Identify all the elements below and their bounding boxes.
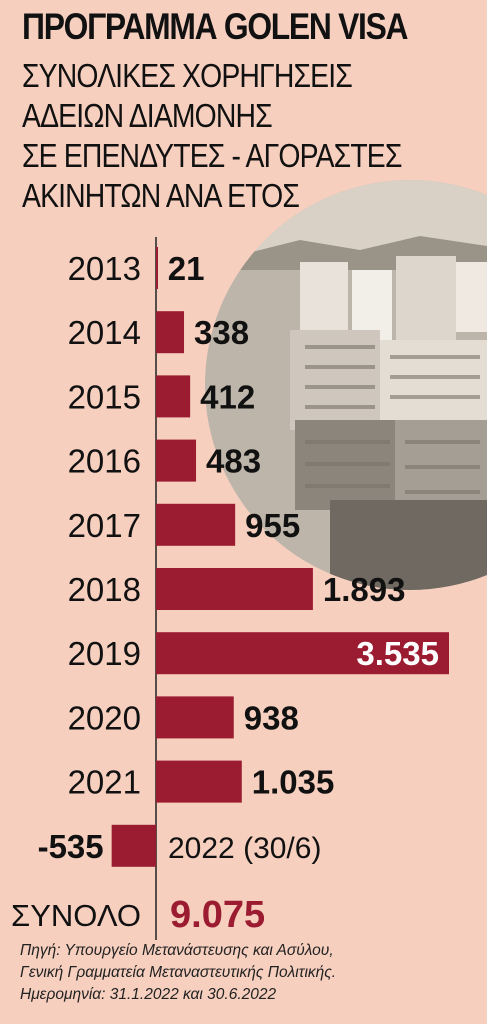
bar <box>156 375 191 418</box>
bar <box>156 632 449 675</box>
category-label: 2022 (30/6) <box>168 832 321 865</box>
bar <box>156 311 185 354</box>
value-label: 938 <box>244 699 299 736</box>
value-label: 21 <box>168 250 205 287</box>
value-label: -535 <box>38 828 104 865</box>
subtitle-line: ΣΥΝΟΛΙΚΕΣ ΧΟΡΗΓΗΣΕΙΣ <box>22 57 353 94</box>
value-label: 3.535 <box>356 635 439 672</box>
value-label: 412 <box>200 378 255 415</box>
category-label: 2014 <box>68 314 141 351</box>
bar <box>156 247 158 289</box>
value-label: 1.893 <box>323 571 406 608</box>
category-label: 2017 <box>68 507 141 544</box>
category-label: 2019 <box>68 635 141 672</box>
category-label: 2015 <box>68 378 141 415</box>
value-label: 955 <box>245 507 300 544</box>
bar <box>111 824 156 867</box>
value-label: 1.035 <box>252 764 335 801</box>
category-label: 2018 <box>68 571 141 608</box>
total-label: ΣΥΝΟΛΟ <box>11 898 141 933</box>
source-line: Πηγή: Υπουργείο Μετανάστευσης και Ασύλου… <box>20 942 334 959</box>
chart-title: ΠΡΟΓΡΑΜΜΑ GOLEN VISA <box>22 6 409 47</box>
source-line: Ημερομηνία: 31.1.2022 και 30.6.2022 <box>20 986 277 1003</box>
chart-subtitle: ΣΥΝΟΛΙΚΕΣ ΧΟΡΗΓΗΣΕΙΣ ΑΔΕΙΩΝ ΔΙΑΜΟΝΗΣ ΣΕ … <box>22 56 402 216</box>
total-value: 9.075 <box>170 894 265 936</box>
subtitle-line: ΑΔΕΙΩΝ ΔΙΑΜΟΝΗΣ <box>22 97 273 134</box>
bar <box>156 696 234 739</box>
city-photo <box>205 180 487 590</box>
category-label: 2020 <box>68 699 141 736</box>
category-label: 2013 <box>68 250 141 287</box>
value-label: 483 <box>206 443 261 480</box>
source-line: Γενική Γραμματεία Μεταναστευτικής Πολιτι… <box>20 964 337 981</box>
category-label: 2021 <box>68 764 141 801</box>
bar <box>156 760 242 803</box>
bar <box>156 439 197 482</box>
source-note: Πηγή: Υπουργείο Μετανάστευσης και Ασύλου… <box>20 940 336 1006</box>
value-label: 338 <box>194 314 249 351</box>
bar <box>156 503 236 546</box>
category-label: 2016 <box>68 443 141 480</box>
subtitle-line: ΑΚΙΝΗΤΩΝ ΑΝΑ ΕΤΟΣ <box>22 177 300 214</box>
bar <box>156 568 313 610</box>
subtitle-line: ΣΕ ΕΠΕΝΔΥΤΕΣ - ΑΓΟΡΑΣΤΕΣ <box>22 137 402 174</box>
